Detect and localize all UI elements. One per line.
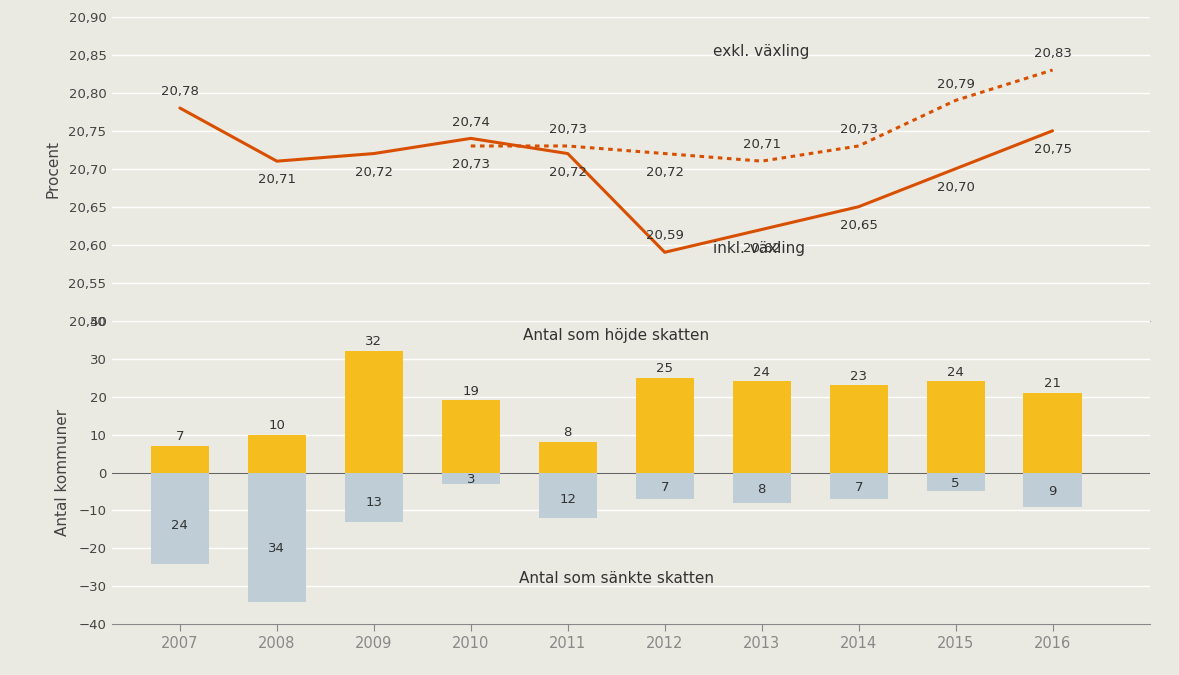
Bar	[732, 381, 791, 472]
Text: 20,78: 20,78	[162, 85, 199, 98]
Text: 20,65: 20,65	[839, 219, 877, 232]
Text: 10: 10	[269, 419, 285, 432]
Bar	[442, 472, 500, 484]
Text: 21: 21	[1045, 377, 1061, 390]
Text: 8: 8	[757, 483, 766, 496]
Text: 20,71: 20,71	[258, 173, 296, 186]
Text: 20,83: 20,83	[1034, 47, 1072, 60]
Text: 24: 24	[947, 366, 964, 379]
Text: 7: 7	[660, 481, 668, 494]
Text: 3: 3	[467, 472, 475, 486]
Text: 25: 25	[657, 362, 673, 375]
Bar	[248, 435, 305, 472]
Text: 20,74: 20,74	[452, 115, 489, 128]
Text: 34: 34	[269, 542, 285, 555]
Text: 7: 7	[176, 430, 184, 443]
Text: inkl. växling: inkl. växling	[713, 241, 805, 256]
Text: 20,73: 20,73	[452, 158, 489, 171]
Text: 20,72: 20,72	[548, 165, 587, 179]
Text: 8: 8	[564, 427, 572, 439]
Text: 19: 19	[462, 385, 479, 398]
Text: 20,75: 20,75	[1034, 143, 1072, 156]
Text: Antal som sänkte skatten: Antal som sänkte skatten	[519, 571, 713, 587]
Bar	[732, 472, 791, 503]
Text: 24: 24	[753, 366, 770, 379]
Text: 20,71: 20,71	[743, 138, 780, 151]
Bar	[344, 472, 403, 522]
Bar	[830, 472, 888, 499]
Text: 24: 24	[171, 519, 189, 532]
Text: 20,79: 20,79	[936, 78, 975, 90]
Text: 20,73: 20,73	[548, 123, 587, 136]
Bar	[539, 472, 597, 518]
Bar	[635, 377, 693, 472]
Text: 20,70: 20,70	[936, 181, 975, 194]
Text: 20,72: 20,72	[646, 165, 684, 179]
Text: 20,59: 20,59	[646, 230, 684, 242]
Text: exkl. växling: exkl. växling	[713, 44, 810, 59]
Bar	[927, 381, 984, 472]
Bar	[830, 385, 888, 472]
Bar	[927, 472, 984, 491]
Y-axis label: Procent: Procent	[45, 140, 60, 198]
Bar	[1023, 472, 1081, 507]
Text: 9: 9	[1048, 485, 1056, 498]
Bar	[442, 400, 500, 472]
Bar	[539, 442, 597, 472]
Bar	[1023, 393, 1081, 472]
Text: Antal som höjde skatten: Antal som höjde skatten	[523, 328, 710, 344]
Text: 20,62: 20,62	[743, 242, 780, 254]
Bar	[248, 472, 305, 601]
Bar	[635, 472, 693, 499]
Text: 20,72: 20,72	[355, 165, 393, 179]
Text: 7: 7	[855, 481, 863, 494]
Bar	[151, 472, 209, 564]
Text: 32: 32	[365, 335, 382, 348]
Text: 20,73: 20,73	[839, 123, 877, 136]
Text: 13: 13	[365, 496, 382, 510]
Text: 12: 12	[559, 493, 577, 506]
Text: 23: 23	[850, 369, 867, 383]
Y-axis label: Antal kommuner: Antal kommuner	[55, 409, 70, 536]
Bar	[344, 351, 403, 472]
Bar	[151, 446, 209, 472]
Text: 5: 5	[951, 477, 960, 491]
